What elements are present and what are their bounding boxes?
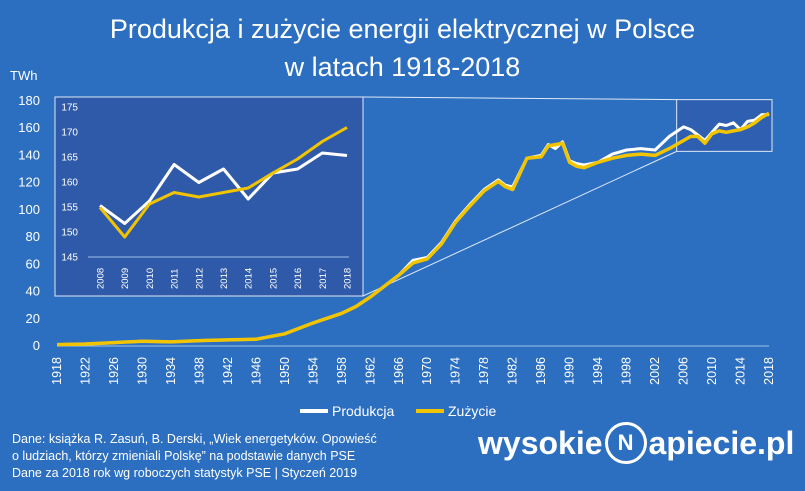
x-tick-label: 1974	[449, 357, 463, 385]
legend-label-produkcja: Produkcja	[332, 403, 394, 419]
x-tick-label: 2018	[762, 357, 776, 385]
source-line-3: Dane za 2018 rok wg roboczych statystyk …	[12, 466, 358, 480]
inset-series-line-produkcja	[99, 151, 348, 225]
inset-y-tick-label: 155	[61, 203, 78, 214]
lightning-n-icon: N	[604, 422, 647, 464]
zoom-connector-top	[362, 96, 677, 101]
x-tick-label: 1938	[192, 357, 206, 385]
inset-x-tick-label: 2018	[343, 268, 354, 289]
y-tick-label: 100	[18, 202, 40, 217]
x-tick-label: 2002	[648, 357, 662, 385]
y-tick-label: 0	[33, 338, 40, 353]
x-tick-label: 2014	[734, 357, 748, 385]
x-tick-label: 1922	[78, 357, 92, 385]
x-tick-label: 1950	[278, 357, 292, 385]
brand-logo: wysokie N apiecie.pl	[478, 418, 794, 468]
x-tick-label: 1962	[363, 357, 377, 385]
x-tick-label: 2010	[705, 357, 719, 385]
y-tick-label: 140	[18, 147, 40, 162]
y-tick-label: 120	[18, 175, 40, 190]
inset-series-line-zuzycie	[98, 126, 348, 239]
x-tick-label: 1918	[50, 357, 64, 385]
x-tick-label: 1942	[221, 357, 235, 385]
inset-x-tick-label: 2015	[268, 268, 279, 289]
x-tick-label: 1986	[534, 357, 548, 385]
inset-x-tick-label: 2014	[244, 268, 255, 289]
x-tick-label: 1926	[107, 357, 121, 385]
inset-y-tick-label: 150	[61, 228, 78, 239]
inset-x-tick-label: 2016	[293, 268, 304, 289]
inset-x-tick-label: 2008	[96, 268, 107, 289]
brand-text-part2: apiecie.pl	[648, 424, 795, 461]
y-tick-label: 40	[26, 284, 40, 299]
x-tick-label: 1970	[420, 357, 434, 385]
y-tick-label: 60	[26, 256, 40, 271]
x-tick-label: 1954	[306, 357, 320, 385]
inset-x-tick-label: 2009	[120, 268, 131, 289]
source-line-1: Dane: książka R. Zasuń, B. Derski, „Wiek…	[12, 432, 377, 446]
inset-x-tick-label: 2017	[318, 268, 329, 289]
x-tick-label: 1982	[506, 357, 520, 385]
x-tick-label: 1994	[591, 357, 605, 385]
x-tick-label: 1990	[563, 357, 577, 385]
page-title: Produkcja i zużycie energii elektrycznej…	[109, 14, 696, 44]
inset-x-tick-label: 2013	[219, 268, 230, 289]
main-chart: TWh 0 20 40 60 80 100 120 140 160 180 1918 1922 1926 1…	[10, 68, 776, 385]
inset-x-tick-label: 2011	[170, 269, 181, 289]
y-tick-label: 20	[26, 311, 40, 326]
y-tick-label: 180	[18, 93, 40, 108]
x-tick-label: 1958	[335, 357, 349, 385]
legend: Produkcja Zużycie	[300, 403, 496, 419]
source-line-2: o ludziach, którzy zmieniali Polskę” na …	[12, 449, 356, 463]
y-axis-label: TWh	[10, 68, 37, 83]
y-tick-label: 80	[26, 229, 40, 244]
inset-y-tick-label: 160	[61, 178, 78, 189]
x-tick-label: 1946	[249, 357, 263, 385]
x-tick-label: 2006	[677, 357, 691, 385]
inset-y-tick-label: 170	[61, 128, 78, 139]
x-tick-label: 1930	[135, 357, 149, 385]
x-tick-label: 1934	[164, 357, 178, 385]
inset-x-tick-label: 2012	[194, 268, 205, 289]
inset-y-tick-label: 145	[61, 253, 78, 264]
inset-y-tick-label: 165	[61, 153, 78, 164]
legend-label-zuzycie: Zużycie	[448, 403, 496, 419]
inset-x-tick-label: 2010	[145, 268, 156, 289]
inset-y-tick-label: 175	[61, 103, 78, 114]
series-line-zuzycie	[56, 111, 770, 347]
brand-text-part1: wysokie	[478, 424, 603, 461]
zoom-connector-bottom	[362, 150, 677, 297]
page-subtitle: w latach 1918-2018	[284, 52, 521, 82]
y-tick-label: 160	[18, 120, 40, 135]
x-tick-label: 1978	[477, 357, 491, 385]
x-tick-label: 1998	[620, 357, 634, 385]
inset-chart: 145 150 155 160 165 170 175 2008 2009 2010 2011 201…	[54, 96, 364, 297]
x-tick-label: 1966	[392, 357, 406, 385]
